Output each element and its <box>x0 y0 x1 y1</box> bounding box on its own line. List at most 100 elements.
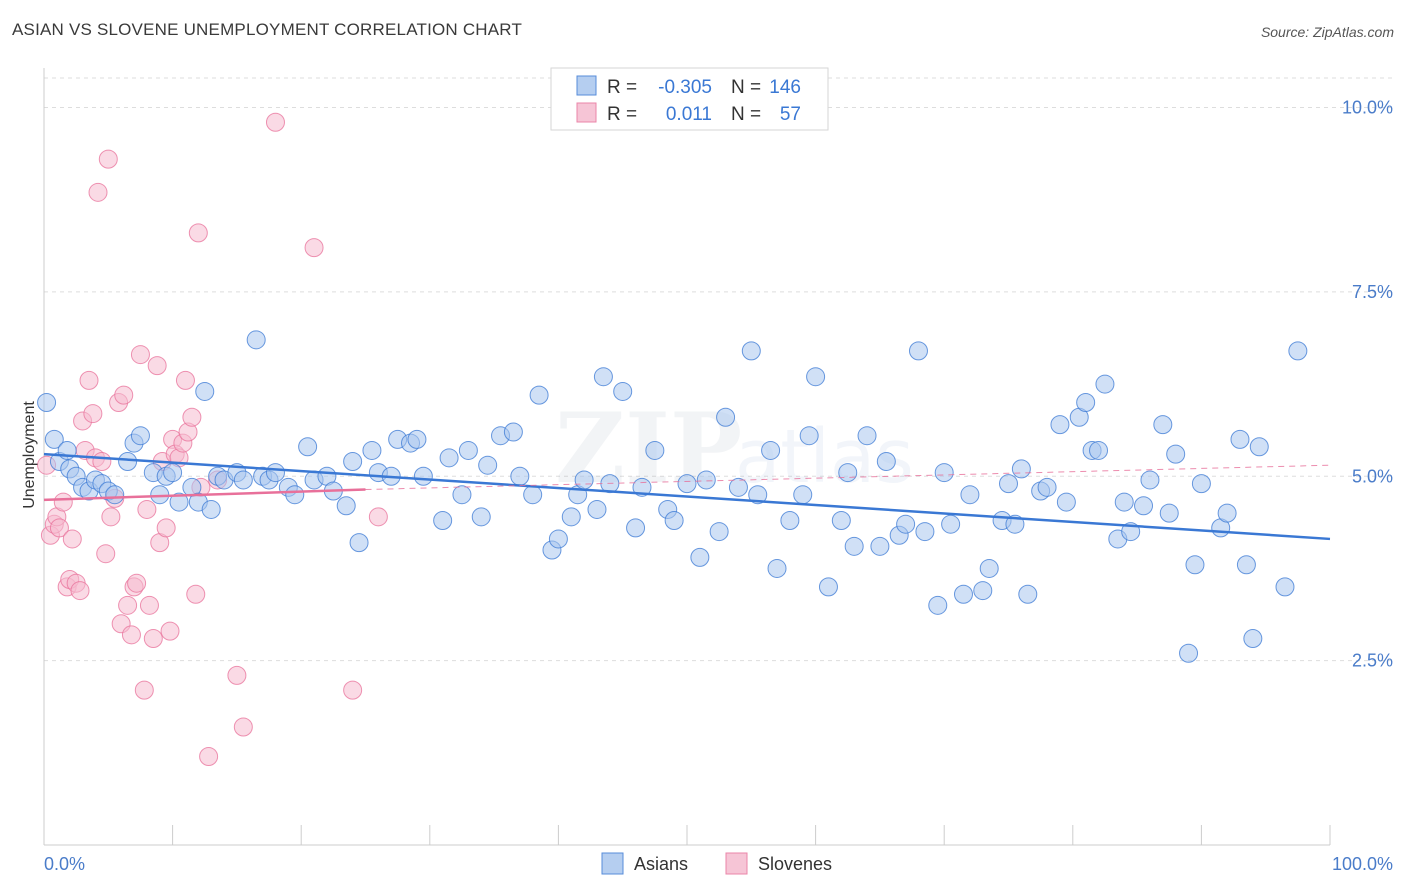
legend-r-label-slovenes: R = <box>607 104 637 125</box>
asian-point-14 <box>130 426 150 446</box>
slovene-point-16 <box>88 182 108 202</box>
slovenes-trend-extension <box>365 464 1331 491</box>
asian-point-46 <box>407 429 427 449</box>
asian-point-53 <box>478 455 498 475</box>
asian-point-89 <box>838 463 858 483</box>
y-tick-label-1: 5.0% <box>1352 466 1393 486</box>
asian-point-52 <box>471 507 491 527</box>
asian-point-80 <box>748 485 768 505</box>
asian-point-104 <box>979 558 999 578</box>
y-tick-label-2: 7.5% <box>1352 282 1393 302</box>
asian-point-106 <box>999 474 1018 494</box>
asian-point-135 <box>1249 437 1269 457</box>
slovene-point-46 <box>186 584 206 604</box>
asian-point-87 <box>818 577 838 597</box>
asian-point-68 <box>626 518 646 538</box>
bottom-legend-slovenes: Slovenes <box>758 854 832 874</box>
asian-point-76 <box>709 522 729 542</box>
asian-point-132 <box>1230 429 1250 449</box>
slovene-point-18 <box>96 544 116 564</box>
legend-r-value-asians: -0.305 <box>658 77 712 98</box>
legend-n-label-slovenes: N = <box>731 104 761 125</box>
asian-point-84 <box>793 485 813 505</box>
slovene-point-32 <box>139 595 159 615</box>
asian-point-18 <box>163 463 183 483</box>
asian-point-27 <box>233 470 253 490</box>
slovene-point-54 <box>304 238 324 258</box>
slovene-point-26 <box>121 625 141 645</box>
asian-point-40 <box>349 533 369 553</box>
chart-source: Source: ZipAtlas.com <box>1260 24 1394 40</box>
asian-point-0 <box>37 393 57 412</box>
asian-point-85 <box>799 426 819 446</box>
asian-point-34 <box>298 437 318 457</box>
slovene-point-51 <box>227 665 247 685</box>
asian-point-113 <box>1056 492 1076 512</box>
asian-point-61 <box>561 507 581 527</box>
slovene-point-17 <box>92 452 112 471</box>
asian-point-69 <box>632 477 652 497</box>
asian-point-65 <box>593 367 613 387</box>
slovenes-points <box>37 112 388 766</box>
slovene-point-56 <box>368 507 388 527</box>
asian-point-120 <box>1114 492 1134 512</box>
asian-point-64 <box>587 499 607 519</box>
y-tick-label-0: 2.5% <box>1352 651 1393 671</box>
asian-point-99 <box>934 463 954 483</box>
slovene-point-33 <box>143 629 163 648</box>
asian-point-127 <box>1179 643 1199 663</box>
asian-point-47 <box>413 466 433 486</box>
chart-title: ASIAN VS SLOVENE UNEMPLOYMENT CORRELATIO… <box>12 20 523 39</box>
slovene-point-4 <box>49 518 69 538</box>
asian-point-28 <box>246 330 266 350</box>
asian-point-75 <box>696 470 716 490</box>
slovene-point-53 <box>265 112 285 132</box>
asian-point-74 <box>690 547 710 567</box>
asian-point-123 <box>1140 470 1160 490</box>
asian-point-92 <box>870 536 890 556</box>
legend-swatch-asians <box>576 75 597 96</box>
x-tick-label-1: 100.0% <box>1332 854 1393 874</box>
bottom-legend-asians: Asians <box>634 854 688 874</box>
slovene-point-14 <box>83 404 103 424</box>
legend-n-value-slovenes: 57 <box>780 104 801 125</box>
legend-swatch-slovenes <box>576 102 597 123</box>
slovene-point-8 <box>62 529 82 549</box>
asian-point-72 <box>664 511 684 530</box>
x-tick-labels: 0.0% 100.0% <box>44 854 1393 874</box>
trend-lines <box>43 452 1331 541</box>
correlation-legend: R = -0.305 N = 146 R = 0.011 N = 57 <box>550 67 829 131</box>
slovene-point-13 <box>79 370 99 390</box>
asian-point-22 <box>195 381 215 401</box>
legend-r-label-asians: R = <box>607 77 637 98</box>
asians-trend-line <box>43 452 1331 541</box>
asian-point-67 <box>613 381 633 401</box>
asian-point-81 <box>761 440 781 460</box>
asian-point-55 <box>503 422 523 442</box>
slovene-point-45 <box>182 407 202 427</box>
bottom-legend-swatch-slovenes <box>725 852 748 875</box>
asian-point-83 <box>780 511 800 530</box>
asian-point-56 <box>510 466 530 486</box>
asian-point-136 <box>1275 577 1295 597</box>
asian-point-1 <box>44 429 64 449</box>
y-axis-title: Unemployment <box>21 401 38 509</box>
asian-point-109 <box>1018 584 1038 604</box>
gridlines <box>44 77 1392 662</box>
asian-point-70 <box>645 440 665 460</box>
slovene-point-25 <box>118 595 138 615</box>
asian-point-31 <box>265 463 285 483</box>
asians-points <box>37 330 1308 663</box>
asian-point-58 <box>529 385 549 405</box>
slovene-point-30 <box>134 680 154 700</box>
asian-point-12 <box>118 452 138 471</box>
slovene-point-28 <box>127 573 147 593</box>
asian-point-91 <box>857 426 877 446</box>
slovene-point-55 <box>343 680 363 700</box>
slovene-point-29 <box>130 345 150 365</box>
x-tick-label-0: 0.0% <box>44 854 85 874</box>
asian-point-41 <box>362 440 382 460</box>
slovene-point-19 <box>98 149 118 169</box>
slovene-point-10 <box>70 581 90 601</box>
slovene-point-34 <box>147 356 167 376</box>
